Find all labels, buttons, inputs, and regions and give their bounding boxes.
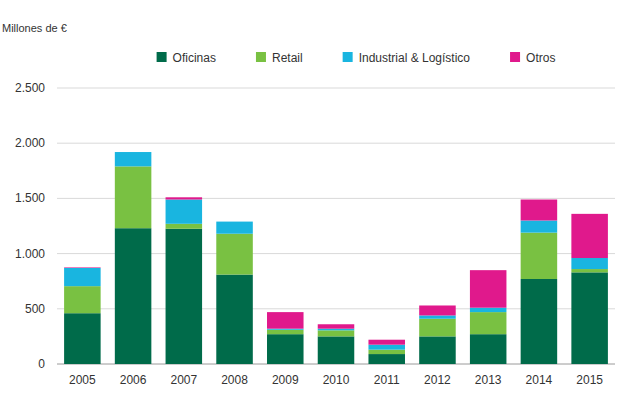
bar [419,315,456,318]
tick-label: 2011 [374,373,400,387]
grid-line [57,143,615,144]
bar [267,330,304,334]
tick-label: 2014 [526,373,553,387]
bar [521,220,558,232]
tick-label: 0 [38,357,45,371]
bar [115,152,152,153]
legend-item: Otros [510,51,555,65]
chart-container: 0 500 1.000 1.500 2.000 2.500 Millones de € 200… [0,0,630,420]
bar [115,152,152,166]
bar [571,269,608,272]
legend-label: Otros [526,51,555,65]
tick-label: 2006 [120,373,147,387]
tick-label: 2007 [170,373,197,387]
tick-label: 2.000 [15,136,45,150]
bar [470,334,507,364]
bar [470,312,507,334]
legend-item: Oficinas [157,51,216,65]
bar [318,336,355,364]
bar [166,200,203,224]
bar [419,319,456,337]
chart-svg: 0 500 1.000 1.500 2.000 2.500 Millones de € 200… [0,0,630,420]
tick-label: 2008 [221,373,248,387]
bar [318,330,355,336]
bar [64,268,101,286]
bar [267,312,304,329]
tick-label: 2013 [475,373,502,387]
bar [166,224,203,229]
tick-label: 2009 [272,373,299,387]
bar [571,214,608,258]
tick-label: 1.000 [15,247,45,261]
bar [521,279,558,364]
bar [267,329,304,330]
bar [470,308,507,312]
legend-item: Retail [256,51,303,65]
bar [470,270,507,308]
axis-title: Millones de € [2,22,67,34]
tick-label: 1.500 [15,191,45,205]
bar [115,166,152,228]
bar [368,350,405,354]
bar [267,334,304,364]
grid-line [57,88,615,89]
bar [166,197,203,199]
bar [419,305,456,315]
bar [419,336,456,364]
tick-label: 2010 [323,373,350,387]
bars [64,152,608,364]
axis-line [57,88,58,364]
bar [368,354,405,364]
bar [368,345,405,350]
legend: Oficinas Retail Industrial & Logístico Otro… [157,51,556,65]
tick-label: 2.500 [15,81,45,95]
tick-label: 2005 [69,373,96,387]
legend-swatch [157,52,167,62]
bar [64,313,101,364]
x-axis: 2005 2006 2007 2008 2009 2010 2011 2012 2013 2014… [69,373,603,387]
tick-label: 500 [25,302,45,316]
bar [115,228,152,364]
bar [521,200,558,221]
legend-swatch [256,52,266,62]
bar [216,222,253,234]
bar [216,234,253,275]
tick-label: 2012 [424,373,451,387]
bar [318,329,355,331]
bar [64,267,101,269]
bar [216,221,253,222]
bar [571,272,608,364]
legend-swatch [510,52,520,62]
legend-swatch [343,52,353,62]
bar [64,286,101,313]
bar [521,233,558,279]
legend-label: Oficinas [173,51,216,65]
legend-label: Industrial & Logístico [359,51,471,65]
y-axis: 0 500 1.000 1.500 2.000 2.500 [15,81,615,371]
bar [318,324,355,328]
bar [166,229,203,364]
bar [368,340,405,345]
bar [216,275,253,364]
bar [571,258,608,269]
tick-label: 2015 [576,373,603,387]
legend-label: Retail [272,51,303,65]
legend-item: Industrial & Logístico [343,51,471,65]
